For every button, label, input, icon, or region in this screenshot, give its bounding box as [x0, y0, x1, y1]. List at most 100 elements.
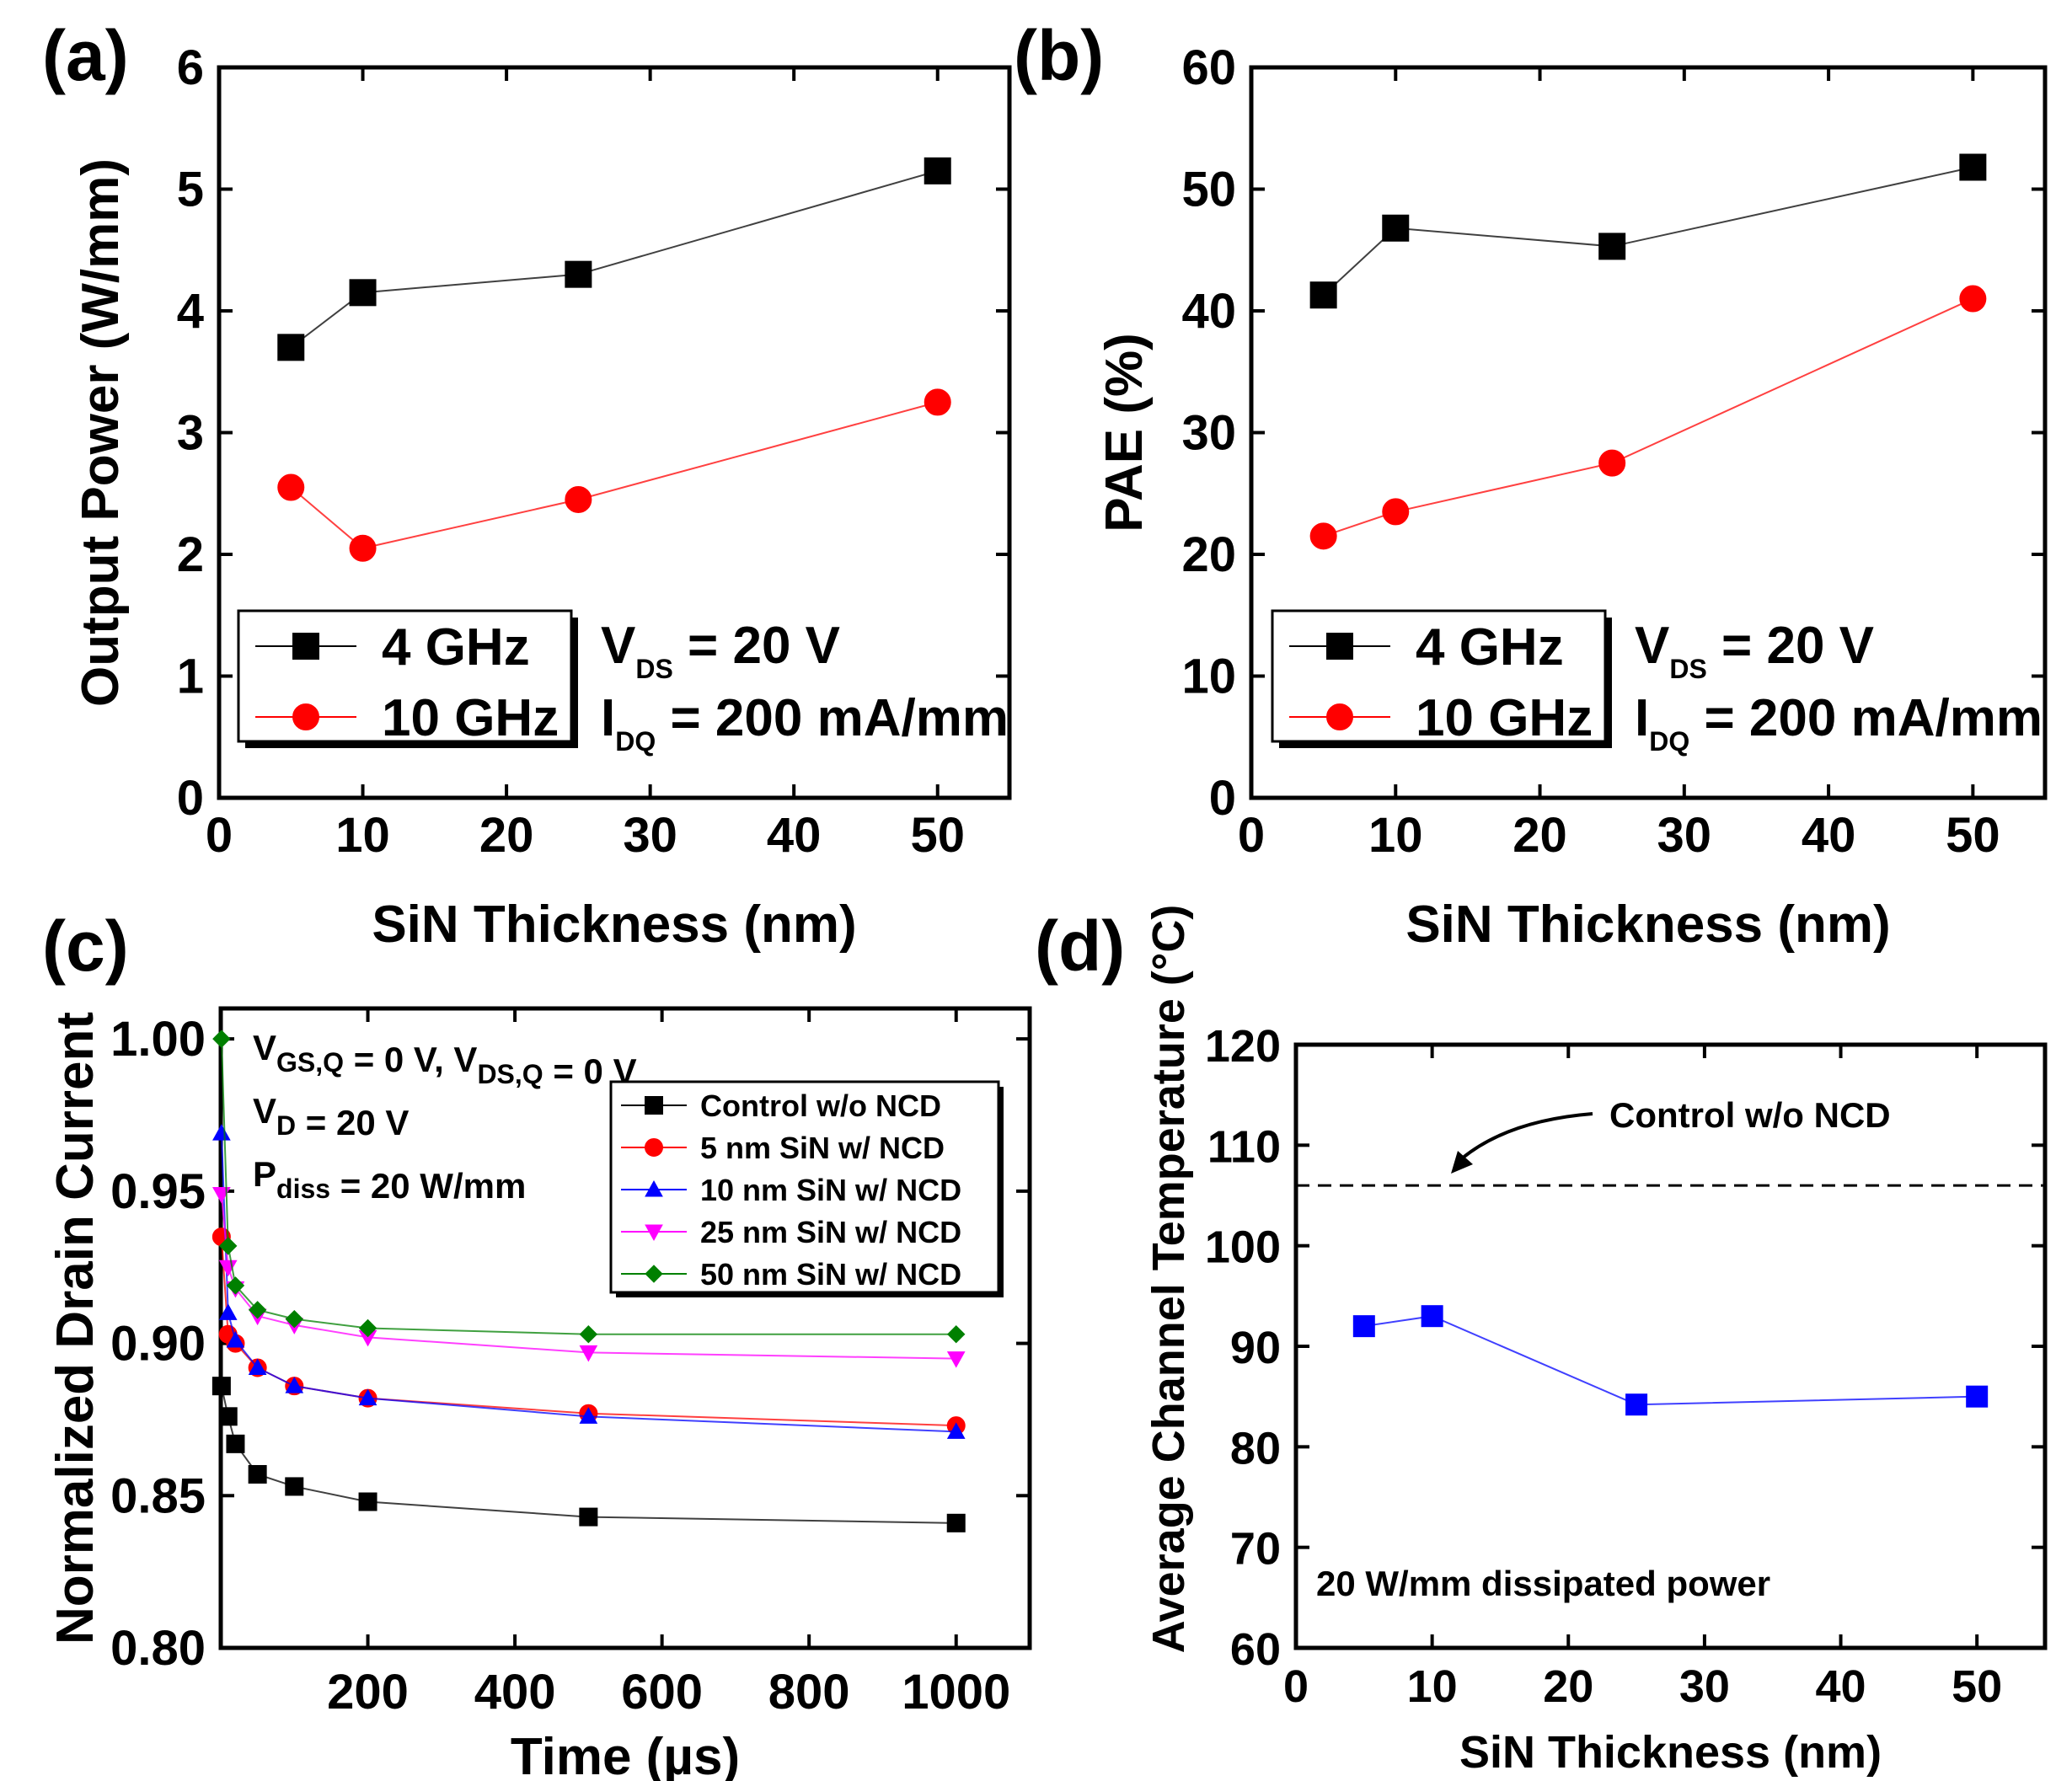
data-point [211, 1377, 231, 1396]
annotation-subscript: GS,Q [276, 1047, 344, 1078]
panel-label: (c) [42, 907, 129, 986]
data-point [565, 485, 592, 513]
y-tick-label: 4 [177, 284, 204, 339]
data-point [1598, 233, 1626, 260]
series-10-nm-sin-w-ncd [212, 1124, 966, 1439]
panel-d: (d) 0 10 20 30 40 50 60 70 80 90 100 110 120 SiN Thick… [1035, 905, 2048, 1778]
legend-label: 50 nm SiN w/ NCD [700, 1257, 961, 1292]
y-tick-label: 100 [1205, 1222, 1281, 1273]
annotation: IDQ = 200 mA/mm [1635, 689, 2043, 757]
x-tick-label: 400 [474, 1665, 556, 1719]
y-tick-label: 3 [177, 406, 204, 461]
annotation-main: V [253, 1091, 276, 1131]
data-point [946, 1513, 966, 1532]
y-tick-label: 30 [1181, 406, 1236, 461]
x-tick-label: 0 [1283, 1661, 1309, 1712]
x-tick-label: 1000 [902, 1665, 1010, 1719]
data-point [349, 534, 377, 562]
legend-marker [645, 1265, 663, 1283]
x-tick-label: 200 [327, 1665, 409, 1719]
note-text: 20 W/mm dissipated power [1316, 1564, 1770, 1603]
data-point [1382, 214, 1410, 242]
legend-label: 10 GHz [1416, 689, 1593, 747]
y-tick-label: 120 [1205, 1021, 1281, 1072]
series-line [290, 401, 938, 549]
data-point [924, 388, 951, 416]
series-50-nm-sin-w-ncd [212, 1030, 966, 1344]
data-point [277, 473, 305, 501]
data-point [248, 1358, 267, 1375]
panel-b: (b) 0 10 20 30 40 50 0 10 20 30 40 50 60 SiN Thickness… [1014, 16, 2048, 954]
x-axis-label: SiN Thickness (nm) [1459, 1727, 1882, 1778]
annotation: IDQ = 200 mA/mm [601, 689, 1009, 757]
data-point [1352, 1315, 1375, 1338]
legend-marker [292, 703, 319, 730]
data-point [226, 1434, 245, 1453]
x-tick-label: 0 [206, 808, 233, 863]
data-point [248, 1301, 267, 1319]
x-axis-label: SiN Thickness (nm) [372, 896, 856, 954]
x-tick-label: 30 [1657, 808, 1712, 863]
data-point [1309, 522, 1337, 550]
series-line [290, 169, 939, 349]
x-tick-label: 30 [623, 808, 677, 863]
data-point [226, 1330, 245, 1348]
legend-label: 25 nm SiN w/ NCD [700, 1215, 961, 1249]
y-tick-label: 0.85 [110, 1468, 206, 1523]
legend-label: 10 GHz [382, 689, 559, 747]
series-10-ghz [277, 388, 951, 562]
y-tick-label: 110 [1207, 1121, 1281, 1172]
series-4-ghz [277, 157, 951, 361]
y-tick-label: 1.00 [110, 1012, 206, 1067]
annotation: VD = 20 V [253, 1091, 409, 1142]
legend-marker [1326, 633, 1353, 660]
data-point [218, 1303, 238, 1320]
panel-c: (c) 200 400 600 800 1000 0.80 0.85 0.90 0.95 1.00 T… [42, 907, 1032, 1781]
series-4-ghz [1309, 153, 1987, 309]
data-point [1382, 498, 1410, 526]
annotation-subscript: DS,Q [477, 1059, 543, 1089]
y-tick-label: 0.95 [110, 1164, 206, 1219]
x-tick-label: 50 [1946, 808, 2000, 863]
legend-marker [645, 1179, 663, 1197]
y-tick-label: 0.80 [110, 1621, 206, 1676]
data-point [1966, 1385, 1989, 1408]
panel-label: (b) [1014, 16, 1104, 95]
panel-label: (a) [42, 16, 129, 95]
y-tick-label: 80 [1230, 1423, 1281, 1473]
legend-marker [645, 1138, 663, 1157]
x-tick-label: 600 [621, 1665, 703, 1719]
y-tick-label: 0.90 [110, 1317, 206, 1372]
legend-marker [645, 1224, 663, 1242]
data-point [579, 1407, 598, 1424]
y-axis-label: PAE (%) [1095, 333, 1154, 532]
annotation-main: = 20 V [296, 1103, 409, 1142]
x-tick-label: 50 [1952, 1661, 2002, 1712]
legend-label: Control w/o NCD [700, 1088, 941, 1123]
annotation: VDS = 20 V [601, 617, 840, 684]
data-point [579, 1325, 598, 1344]
annotation-main: V [1635, 617, 1669, 675]
data-point [924, 157, 951, 185]
legend-marker [1326, 703, 1353, 730]
y-tick-label: 0 [1209, 771, 1236, 826]
annotation: Pdiss = 20 W/mm [253, 1154, 526, 1206]
x-tick-label: 40 [1802, 808, 1856, 863]
plot-frame [1293, 1042, 2048, 1650]
data-point [1959, 285, 1987, 313]
series-10-ghz [1309, 285, 1987, 550]
annotation-rest: = 20 V [673, 617, 840, 675]
x-tick-label: 20 [1513, 808, 1567, 863]
y-tick-label: 50 [1181, 163, 1236, 217]
y-tick-label: 20 [1181, 527, 1236, 582]
legend-label: 4 GHz [382, 618, 530, 677]
reference-line-label: Control w/o NCD [1609, 1095, 1891, 1135]
x-tick-label: 10 [1368, 808, 1423, 863]
legend-label: 5 nm SiN w/ NCD [700, 1131, 945, 1165]
annotation-subscript: DQ [615, 726, 656, 757]
reference-arrow [1460, 1112, 1593, 1160]
x-tick-label: 40 [1816, 1661, 1866, 1712]
data-point [212, 1030, 231, 1048]
data-point [285, 1309, 303, 1329]
